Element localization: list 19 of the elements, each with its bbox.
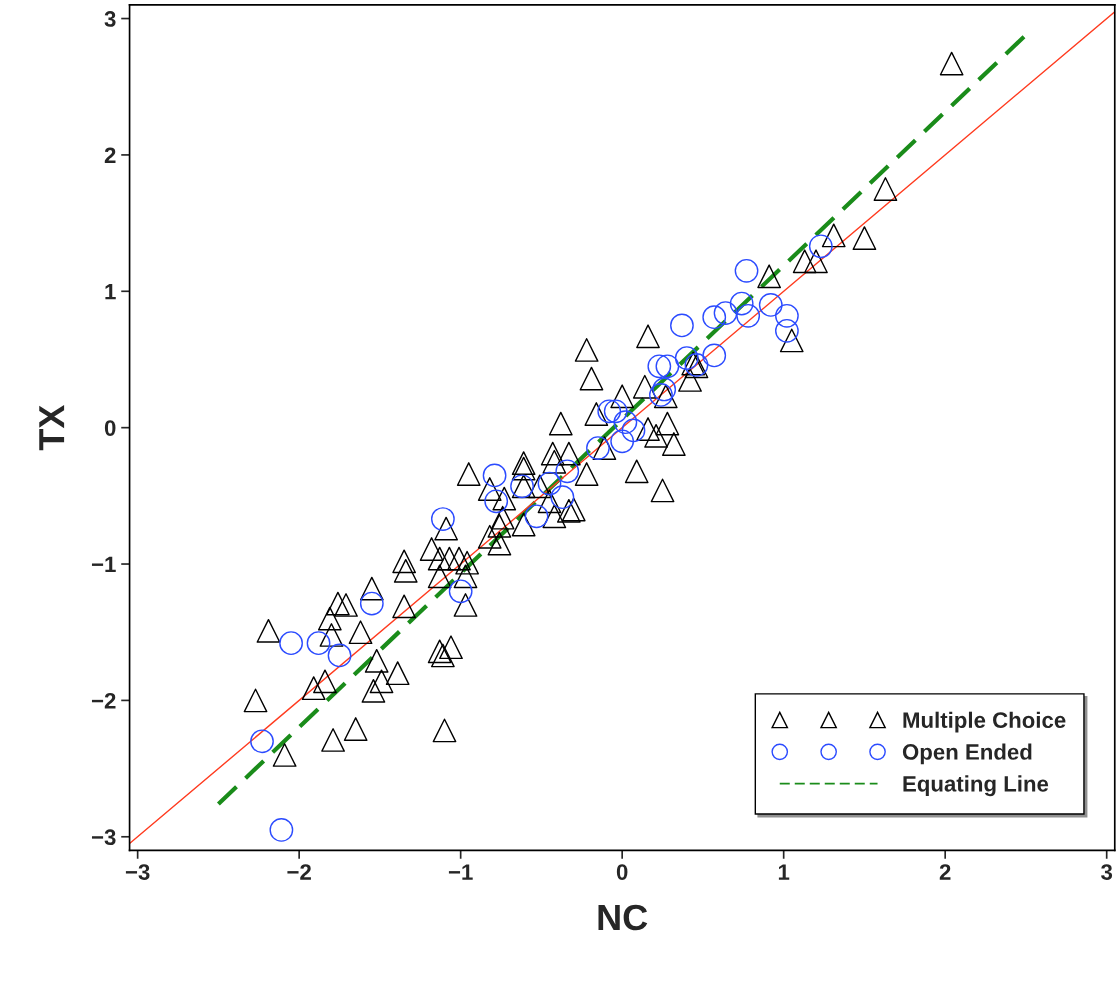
y-tick-label: 0 [104, 420, 116, 436]
y-axis-title: TX [39, 404, 65, 451]
legend-label: Multiple Choice [903, 711, 1066, 733]
y-tick-label: −3 [91, 829, 116, 846]
y-tick-label: 2 [104, 147, 116, 163]
x-tick-label: 3 [1101, 864, 1113, 880]
x-tick-label: 0 [616, 864, 628, 880]
legend-label: Open Ended [902, 743, 1032, 765]
x-axis-title: NC [598, 904, 648, 931]
y-tick-label: −1 [91, 556, 116, 573]
legend-label: Equating Line [903, 775, 1049, 797]
y-tick-label: −2 [91, 692, 116, 709]
y-tick-label: 3 [104, 11, 116, 27]
y-tick-label: 1 [105, 284, 116, 300]
x-tick-label: −3 [125, 864, 150, 880]
x-tick-label: 1 [778, 864, 790, 880]
x-tick-label: 2 [939, 864, 951, 880]
x-tick-label: −1 [448, 864, 473, 880]
x-tick-label: −2 [287, 864, 311, 880]
